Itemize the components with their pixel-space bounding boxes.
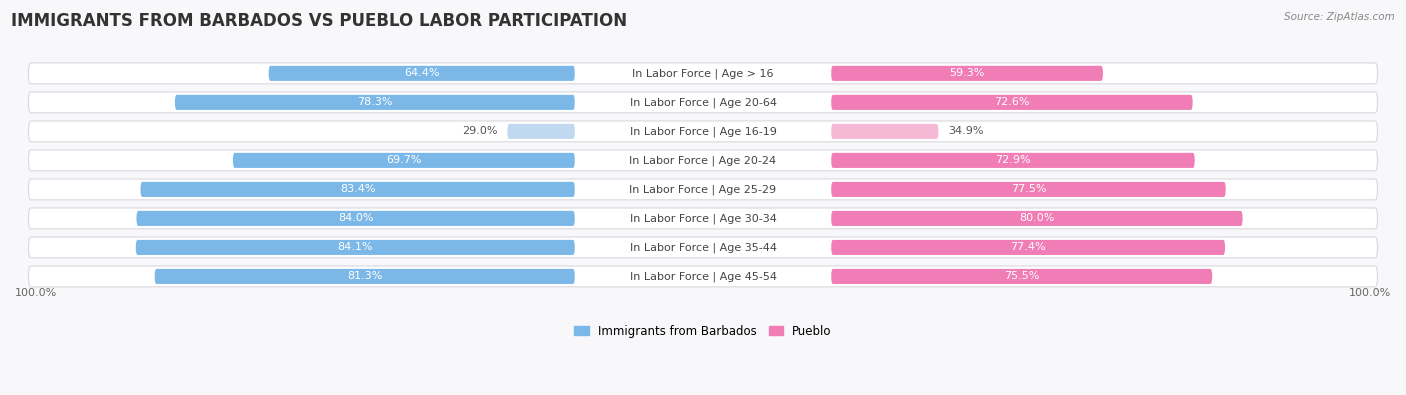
FancyBboxPatch shape	[233, 153, 575, 168]
Text: 100.0%: 100.0%	[15, 288, 58, 298]
FancyBboxPatch shape	[575, 124, 831, 139]
Legend: Immigrants from Barbados, Pueblo: Immigrants from Barbados, Pueblo	[569, 320, 837, 342]
FancyBboxPatch shape	[831, 153, 1195, 168]
FancyBboxPatch shape	[575, 240, 831, 255]
FancyBboxPatch shape	[136, 240, 575, 255]
Text: In Labor Force | Age 30-34: In Labor Force | Age 30-34	[630, 213, 776, 224]
Text: 77.4%: 77.4%	[1011, 243, 1046, 252]
FancyBboxPatch shape	[575, 153, 831, 168]
Text: 59.3%: 59.3%	[949, 68, 984, 78]
Text: 78.3%: 78.3%	[357, 98, 392, 107]
FancyBboxPatch shape	[575, 95, 831, 110]
Text: IMMIGRANTS FROM BARBADOS VS PUEBLO LABOR PARTICIPATION: IMMIGRANTS FROM BARBADOS VS PUEBLO LABOR…	[11, 12, 627, 30]
FancyBboxPatch shape	[28, 121, 1378, 142]
Text: 69.7%: 69.7%	[387, 155, 422, 166]
Text: In Labor Force | Age 25-29: In Labor Force | Age 25-29	[630, 184, 776, 195]
Text: 29.0%: 29.0%	[461, 126, 498, 136]
Text: 80.0%: 80.0%	[1019, 213, 1054, 224]
FancyBboxPatch shape	[141, 182, 575, 197]
FancyBboxPatch shape	[28, 150, 1378, 171]
FancyBboxPatch shape	[28, 266, 1378, 287]
FancyBboxPatch shape	[575, 66, 831, 81]
FancyBboxPatch shape	[831, 182, 1226, 197]
FancyBboxPatch shape	[508, 124, 575, 139]
FancyBboxPatch shape	[269, 66, 575, 81]
Text: 77.5%: 77.5%	[1011, 184, 1046, 194]
Text: 64.4%: 64.4%	[404, 68, 440, 78]
Text: 84.1%: 84.1%	[337, 243, 373, 252]
Text: 34.9%: 34.9%	[949, 126, 984, 136]
FancyBboxPatch shape	[174, 95, 575, 110]
Text: 72.6%: 72.6%	[994, 98, 1029, 107]
FancyBboxPatch shape	[575, 269, 831, 284]
Text: In Labor Force | Age 35-44: In Labor Force | Age 35-44	[630, 242, 776, 253]
FancyBboxPatch shape	[831, 95, 1192, 110]
Text: 83.4%: 83.4%	[340, 184, 375, 194]
FancyBboxPatch shape	[28, 237, 1378, 258]
Text: In Labor Force | Age > 16: In Labor Force | Age > 16	[633, 68, 773, 79]
Text: In Labor Force | Age 45-54: In Labor Force | Age 45-54	[630, 271, 776, 282]
FancyBboxPatch shape	[831, 211, 1243, 226]
Text: 84.0%: 84.0%	[337, 213, 374, 224]
FancyBboxPatch shape	[575, 182, 831, 197]
FancyBboxPatch shape	[831, 240, 1225, 255]
Text: 81.3%: 81.3%	[347, 271, 382, 281]
FancyBboxPatch shape	[831, 124, 938, 139]
Text: Source: ZipAtlas.com: Source: ZipAtlas.com	[1284, 12, 1395, 22]
FancyBboxPatch shape	[831, 269, 1212, 284]
Text: In Labor Force | Age 20-64: In Labor Force | Age 20-64	[630, 97, 776, 107]
FancyBboxPatch shape	[28, 63, 1378, 84]
FancyBboxPatch shape	[28, 179, 1378, 200]
FancyBboxPatch shape	[155, 269, 575, 284]
Text: In Labor Force | Age 16-19: In Labor Force | Age 16-19	[630, 126, 776, 137]
Text: 72.9%: 72.9%	[995, 155, 1031, 166]
FancyBboxPatch shape	[28, 92, 1378, 113]
FancyBboxPatch shape	[136, 211, 575, 226]
FancyBboxPatch shape	[575, 211, 831, 226]
Text: 100.0%: 100.0%	[1348, 288, 1391, 298]
Text: In Labor Force | Age 20-24: In Labor Force | Age 20-24	[630, 155, 776, 166]
Text: 75.5%: 75.5%	[1004, 271, 1039, 281]
FancyBboxPatch shape	[28, 208, 1378, 229]
FancyBboxPatch shape	[831, 66, 1102, 81]
